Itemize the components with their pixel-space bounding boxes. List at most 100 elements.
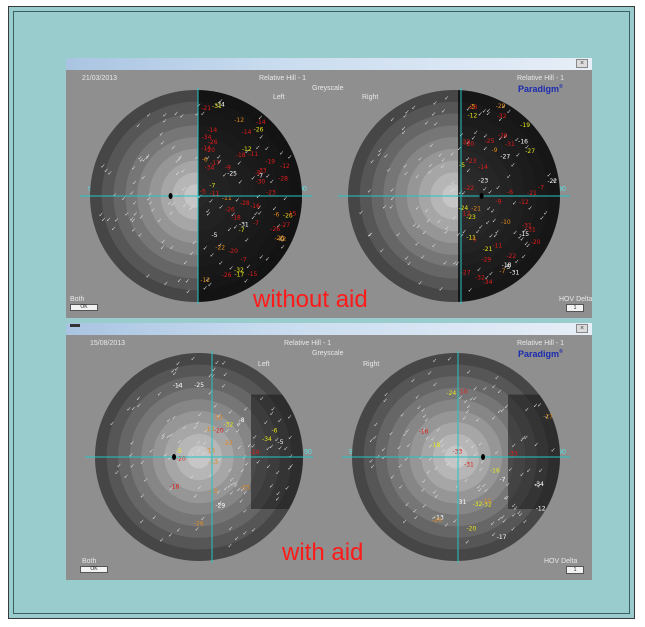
seen-mark: ✓ xyxy=(511,526,516,533)
seen-mark: ✓ xyxy=(455,260,460,267)
panel-titlebar[interactable]: × xyxy=(66,323,592,335)
seen-mark: ✓ xyxy=(478,441,483,448)
seen-mark: ✓ xyxy=(235,428,240,435)
seen-mark: ✓ xyxy=(453,518,458,525)
seen-mark: ✓ xyxy=(384,392,389,399)
seen-mark: ✓ xyxy=(121,196,126,203)
seen-mark: ✓ xyxy=(124,473,129,480)
deficit-value: -25 xyxy=(485,138,495,145)
seen-mark: ✓ xyxy=(478,111,483,118)
seen-mark: ✓ xyxy=(157,391,162,398)
close-button[interactable]: × xyxy=(576,324,588,333)
deficit-value: -28 xyxy=(467,104,477,111)
deficit-value: -26 xyxy=(254,127,264,134)
seen-mark: ✓ xyxy=(359,209,364,216)
seen-mark: ✓ xyxy=(126,406,131,413)
deficit-value: -28 xyxy=(240,200,250,207)
deficit-value: -33 xyxy=(508,450,518,457)
deficit-value: -17 xyxy=(234,271,244,278)
seen-mark: ✓ xyxy=(161,432,166,439)
deficit-value: -16 xyxy=(419,428,429,435)
seen-mark: ✓ xyxy=(426,218,431,225)
deficit-value: -14 xyxy=(250,449,260,456)
seen-mark: ✓ xyxy=(173,192,178,199)
deficit-value: -16 xyxy=(250,203,260,210)
seen-mark: ✓ xyxy=(475,229,480,236)
seen-mark: ✓ xyxy=(251,214,256,221)
seen-mark: ✓ xyxy=(277,418,282,425)
seen-mark: ✓ xyxy=(407,260,412,267)
deficit-value: -12 xyxy=(468,112,478,119)
seen-mark: ✓ xyxy=(451,186,456,193)
seen-mark: ✓ xyxy=(422,503,427,510)
both-select[interactable]: OK xyxy=(80,566,108,573)
deficit-value: -21 xyxy=(201,105,211,112)
deficit-value: -11 xyxy=(210,190,220,197)
seen-mark: ✓ xyxy=(422,413,427,420)
seen-mark: ✓ xyxy=(276,223,281,230)
seen-mark: ✓ xyxy=(486,110,491,117)
hov-delta-stepper[interactable]: 1 xyxy=(566,304,584,312)
seen-mark: ✓ xyxy=(537,402,542,409)
seen-mark: ✓ xyxy=(229,265,234,272)
seen-mark: ✓ xyxy=(424,208,429,215)
panel-titlebar[interactable]: × xyxy=(66,58,592,70)
seen-mark: ✓ xyxy=(257,210,262,217)
deficit-value: -7 xyxy=(209,183,215,190)
seen-mark: ✓ xyxy=(505,495,510,502)
seen-mark: ✓ xyxy=(289,463,294,470)
seen-mark: ✓ xyxy=(472,395,477,402)
seen-mark: ✓ xyxy=(223,371,228,378)
deficit-value: -19 xyxy=(520,122,530,129)
deficit-region xyxy=(251,394,303,509)
close-button[interactable]: × xyxy=(576,59,588,68)
blind-spot xyxy=(168,193,173,199)
seen-mark: ✓ xyxy=(422,478,427,485)
blind-spot xyxy=(172,454,177,460)
seen-mark: ✓ xyxy=(161,238,166,245)
deficit-value: -31 xyxy=(464,461,474,468)
seen-mark: ✓ xyxy=(251,527,256,534)
seen-mark: ✓ xyxy=(203,285,208,292)
deficit-value: -18 xyxy=(430,442,440,449)
deficit-value: -8 xyxy=(239,417,245,424)
deficit-value: -7 xyxy=(499,268,505,275)
seen-mark: ✓ xyxy=(182,202,187,209)
inner-border xyxy=(13,11,630,614)
seen-mark: ✓ xyxy=(471,135,476,142)
seen-mark: ✓ xyxy=(463,399,468,406)
seen-mark: ✓ xyxy=(421,427,426,434)
seen-mark: ✓ xyxy=(213,403,218,410)
deficit-value: -19 xyxy=(265,159,275,166)
deficit-value: -27 xyxy=(461,270,471,277)
deficit-value: -31 xyxy=(239,222,249,229)
seen-mark: ✓ xyxy=(195,111,200,118)
deficit-value: -21 xyxy=(483,246,493,253)
deficit-value: -14 xyxy=(478,164,488,171)
deficit-value: -32 xyxy=(234,267,244,274)
seen-mark: ✓ xyxy=(159,537,164,544)
seen-mark: ✓ xyxy=(464,478,469,485)
deficit-value: -7 xyxy=(538,185,544,192)
seen-mark: ✓ xyxy=(513,505,518,512)
seen-mark: ✓ xyxy=(521,254,526,261)
seen-mark: ✓ xyxy=(129,190,134,197)
seen-mark: ✓ xyxy=(218,98,223,105)
seen-mark: ✓ xyxy=(167,200,172,207)
seen-mark: ✓ xyxy=(193,424,198,431)
seen-mark: ✓ xyxy=(133,211,138,218)
deficit-value: -15 xyxy=(287,211,297,218)
seen-mark: ✓ xyxy=(256,459,261,466)
blind-spot xyxy=(479,193,484,199)
seen-mark: ✓ xyxy=(234,536,239,543)
seen-mark: ✓ xyxy=(439,286,444,293)
deficit-value: -11 xyxy=(222,195,232,202)
deficit-value: -16 xyxy=(518,138,528,145)
both-select[interactable]: OK xyxy=(70,304,98,311)
seen-mark: ✓ xyxy=(170,201,175,208)
seen-mark: ✓ xyxy=(234,482,239,489)
hov-delta-stepper[interactable]: 1 xyxy=(566,566,584,574)
seen-mark: ✓ xyxy=(160,245,165,252)
minimize-icon[interactable] xyxy=(70,324,80,327)
right-test-label: Relative Hill - 1 xyxy=(517,340,565,347)
